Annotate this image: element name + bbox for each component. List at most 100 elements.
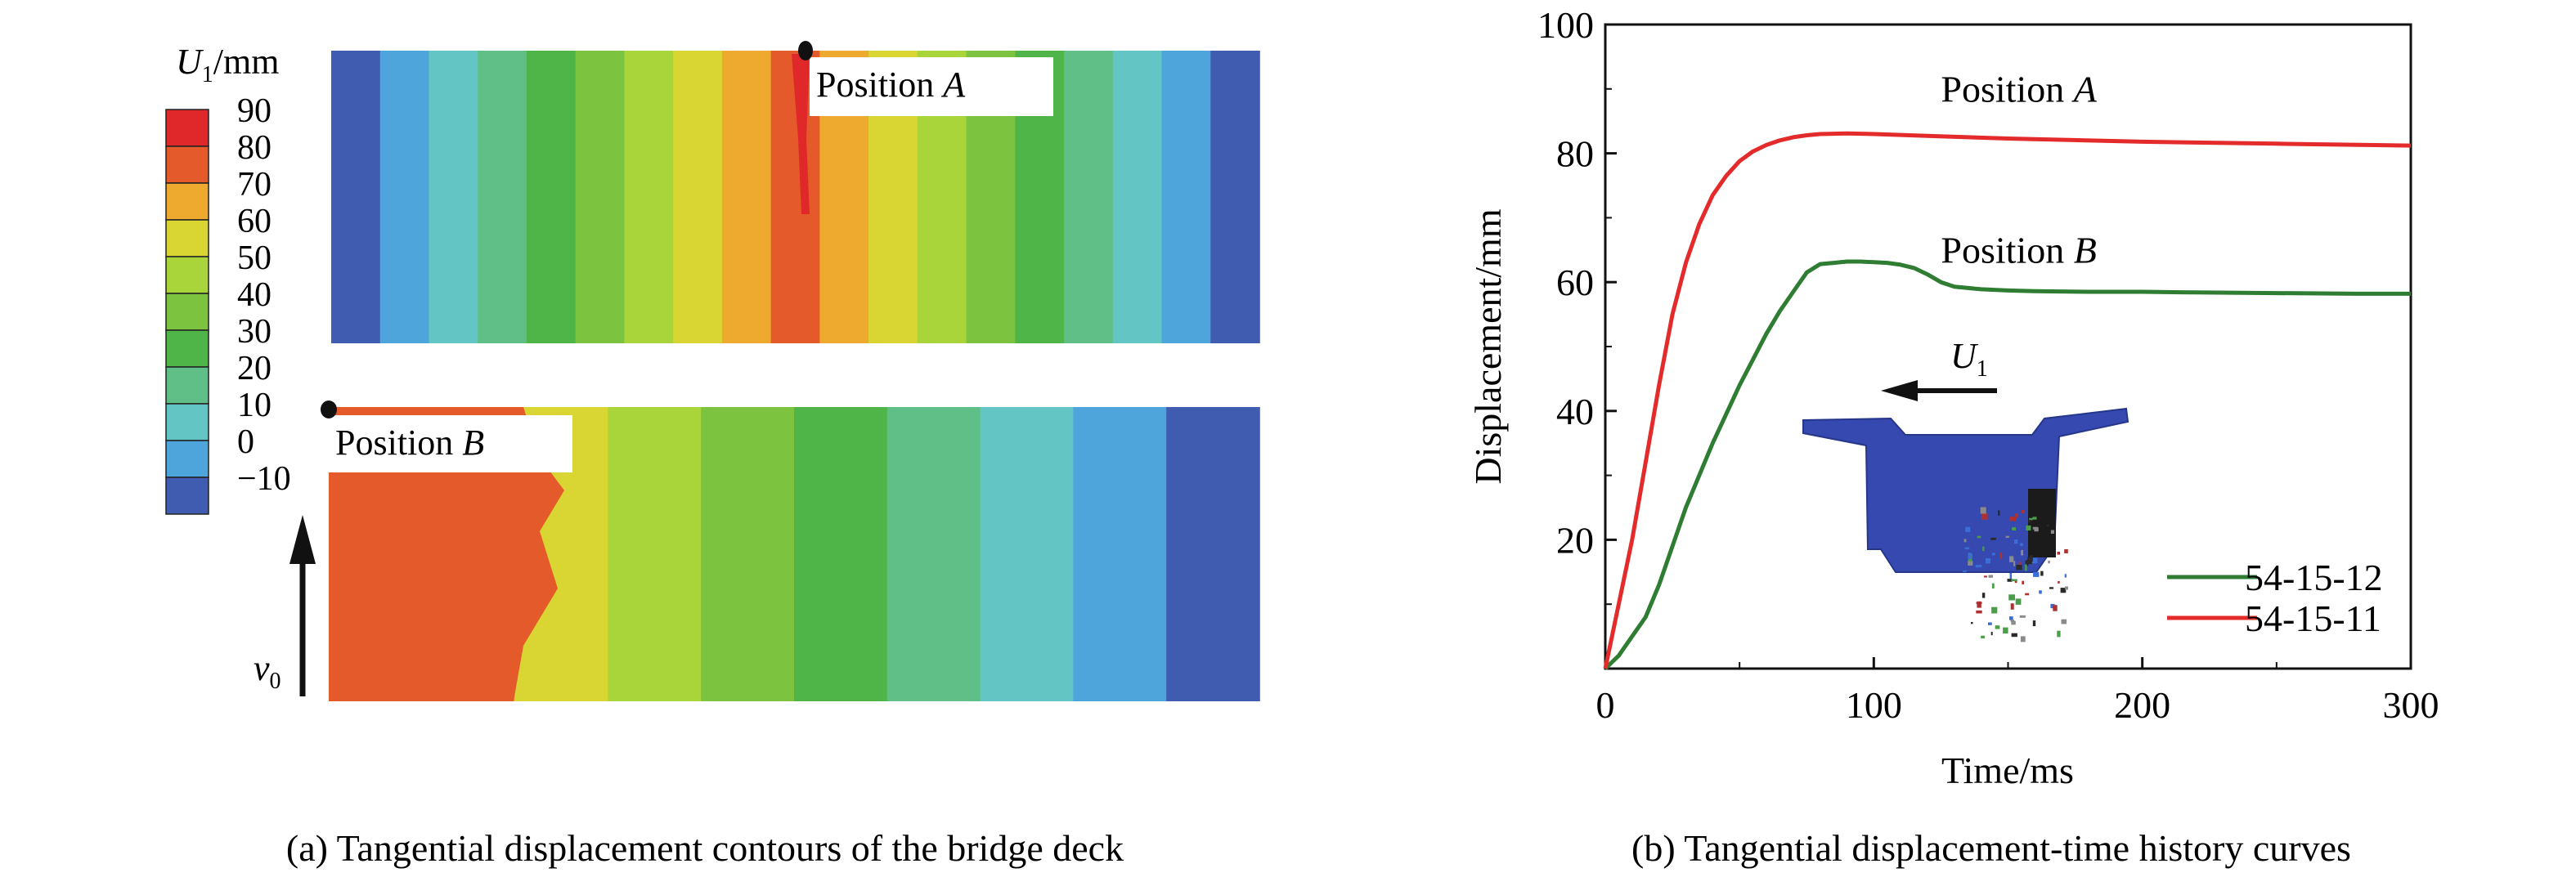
contour-band [1112, 51, 1163, 343]
debris-fragment [2064, 549, 2068, 553]
x-axis-label: Time/ms [1941, 750, 2074, 791]
contour-band [331, 51, 381, 343]
debris-fragment [2031, 557, 2038, 564]
debris-fragment [1977, 601, 1981, 608]
debris-fragment [2008, 594, 2015, 601]
position-a-label: Position A [816, 65, 966, 105]
contour-band [1064, 51, 1114, 343]
debris-fragment [2009, 556, 2014, 562]
debris-fragment [1982, 546, 1985, 552]
legend-title-unit: /mm [213, 42, 280, 82]
bridge-section-inset: U1 [1802, 336, 2129, 642]
debris-fragment [2011, 579, 2017, 582]
contour-band [379, 51, 430, 343]
velocity-label: v0 [254, 648, 281, 694]
legend-swatch [165, 109, 209, 147]
debris-fragment [1971, 622, 1973, 624]
debris-fragment [1963, 570, 1967, 572]
contour-band [624, 51, 674, 343]
debris-fragment [1964, 547, 1970, 549]
debris-fragment [2033, 571, 2040, 577]
legend-title-var: U [176, 42, 204, 82]
debris-fragment [1980, 507, 1986, 514]
position-a-text: Position [816, 65, 943, 105]
debris-fragment [2009, 616, 2013, 620]
contour-band [575, 51, 626, 343]
inset-u1-label: U1 [1950, 336, 1988, 382]
contour-band [886, 407, 981, 701]
debris-fragment [2050, 530, 2054, 534]
position-b-label-box [327, 415, 572, 472]
contour-band [478, 51, 527, 343]
inset-arrowhead [1881, 380, 1918, 401]
position-b-label: Position B [335, 423, 484, 463]
debris-fragment [1977, 535, 1981, 539]
debris-fragment [2026, 525, 2031, 531]
legend-level-label: 60 [237, 203, 272, 240]
legend-swatch [165, 182, 209, 221]
inset-u1-var: U [1950, 336, 1979, 376]
debris-fragment [2014, 539, 2018, 544]
curve-annotation: Position B [1941, 230, 2096, 271]
debris-fragment [2032, 620, 2036, 627]
debris-fragment [2021, 549, 2023, 556]
legend-title-sub: 1 [202, 62, 213, 87]
contour-top-deck [331, 51, 1260, 343]
position-a-var: A [940, 65, 966, 105]
contour-band [1073, 407, 1167, 701]
caption-a: (a) Tangential displacement contours of … [286, 827, 1124, 869]
contour-band [1210, 51, 1260, 343]
debris-fragment [2005, 535, 2009, 538]
contour-band [794, 407, 888, 701]
y-tick-label: 100 [1537, 4, 1594, 46]
series-lines [1603, 131, 2412, 670]
legend-label-54-15-11: 54-15-11 [2245, 597, 2381, 639]
debris-fragment [1999, 553, 2003, 559]
debris-fragment [1968, 553, 1972, 560]
debris-fragment [1995, 625, 2000, 629]
contour-band [721, 51, 772, 343]
debris-fragment [1998, 510, 2000, 516]
debris-fragment [2011, 633, 2017, 638]
legend-swatch [165, 329, 209, 368]
legend-label-54-15-12: 54-15-12 [2245, 557, 2383, 598]
contour-band [1161, 51, 1212, 343]
y-axis-label: Displacement/mm [1467, 208, 1509, 484]
debris-fragment [2007, 579, 2013, 582]
debris-fragment [2057, 630, 2061, 638]
debris-fragment [2029, 517, 2033, 521]
y-tick-label: 40 [1556, 391, 1594, 432]
debris-fragment [2020, 636, 2026, 642]
debris-fragment [2032, 526, 2038, 530]
debris-fragment [2027, 557, 2030, 560]
position-b-marker [321, 400, 337, 418]
debris-fragment [2011, 620, 2016, 625]
debris-fragment [2058, 580, 2060, 584]
debris-fragment [1981, 635, 1985, 639]
y-tick-label: 80 [1556, 133, 1594, 175]
debris-fragment [2019, 543, 2023, 546]
contour-band [980, 407, 1075, 701]
debris-fragment [1988, 575, 1993, 578]
inset-u1-sub: 1 [1977, 356, 1988, 382]
debris-fragment [2032, 517, 2037, 520]
curve-annotation-text: Position [1941, 69, 2073, 110]
debris-fragment [2049, 587, 2054, 589]
debris-fragment [2016, 565, 2022, 571]
position-b-text: Position [335, 423, 462, 463]
pier-block [2028, 489, 2056, 557]
debris-fragment [2039, 590, 2042, 594]
curve-annotation-var: B [2074, 230, 2097, 271]
debris-fragment [2053, 605, 2058, 611]
debris-fragment [2030, 555, 2033, 562]
velocity-var: v [254, 648, 270, 688]
debris-fragment [2015, 598, 2022, 605]
panel-b: 0 100 200 300 20 40 60 80 100 Time/ms Displaceme… [1467, 4, 2439, 869]
color-legend [165, 109, 209, 515]
debris-fragment [1990, 632, 1993, 636]
debris-fragment [2010, 603, 2014, 610]
